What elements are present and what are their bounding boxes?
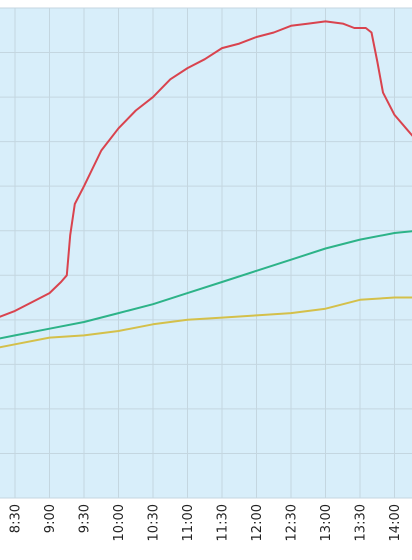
x-tick-label: 10:30 (147, 504, 162, 541)
series-line-1 (0, 20, 412, 318)
x-tick-label: 9:30 (78, 504, 93, 533)
x-tick-label: 11:30 (216, 504, 231, 541)
x-tick-label: 10:00 (112, 504, 127, 541)
x-tick-label: 13:00 (319, 504, 334, 541)
series-layer (0, 20, 412, 349)
x-tick-label: 8:30 (9, 504, 24, 533)
x-tick-label: 9:00 (43, 504, 58, 533)
x-tick-label: 12:30 (285, 504, 300, 541)
x-tick-label: 12:00 (250, 504, 265, 541)
x-tick-label: 13:30 (354, 504, 369, 541)
gridlines (0, 7, 412, 499)
series-line-2 (0, 230, 412, 340)
plot-area (0, 8, 412, 498)
x-tick-label: 11:00 (181, 504, 196, 541)
x-tick-label: 14:00 (388, 504, 403, 541)
x-axis-ticks: 8:30 9:00 9:30 10:00 10:30 11:00 11:30 12:00 12:… (9, 504, 404, 541)
series-line-3 (0, 296, 412, 349)
